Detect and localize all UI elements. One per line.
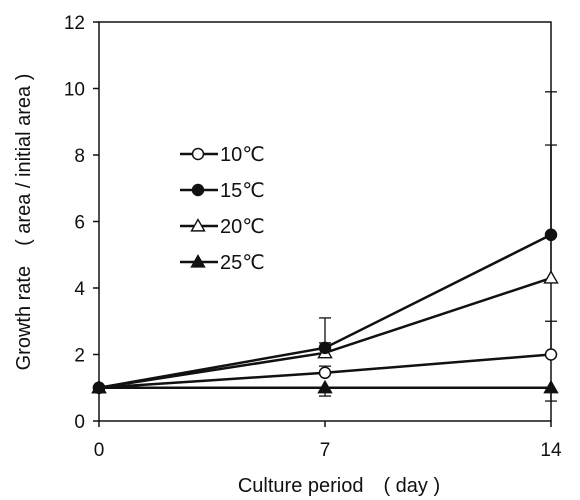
series-lines [98, 233, 552, 389]
x-tick-label: 14 [540, 440, 562, 461]
y-tick-label: 8 [74, 146, 85, 167]
error-bars [319, 91, 557, 402]
legend-marker [191, 183, 205, 197]
legend-marker [190, 218, 206, 232]
data-point [544, 348, 558, 361]
y-tick-label: 10 [64, 80, 85, 101]
y-tick-label: 12 [64, 13, 85, 34]
data-point [543, 270, 559, 284]
x-tick-label: 0 [94, 440, 105, 461]
tick-marks [93, 21, 552, 427]
y-tick-label: 2 [74, 346, 85, 367]
data-point [543, 379, 559, 394]
legend-label: 15℃ [220, 180, 265, 202]
x-axis-label: Culture period ( day ) [238, 475, 440, 497]
data-point [91, 379, 107, 394]
legend-label: 20℃ [220, 216, 265, 238]
data-markers [91, 228, 559, 394]
x-tick-label: 7 [320, 440, 331, 461]
data-point [318, 341, 332, 355]
data-point [317, 379, 333, 394]
y-tick-label: 0 [74, 412, 85, 433]
legend-label: 10℃ [220, 144, 265, 166]
tick-labels: 0 2 4 6 8 10 12 0 7 14 [64, 13, 562, 461]
legend-marker [190, 254, 206, 268]
legend-marker [191, 147, 205, 161]
data-point [544, 228, 558, 242]
legend-label: 25℃ [220, 252, 265, 274]
series-line [98, 233, 552, 389]
data-point [318, 366, 332, 380]
y-tick-label: 4 [74, 279, 85, 300]
legend: 10℃ 15℃ 20℃ 25℃ [180, 144, 265, 274]
y-tick-label: 6 [74, 213, 85, 234]
y-axis-label: Growth rate ( area / initial area ) [13, 74, 35, 371]
